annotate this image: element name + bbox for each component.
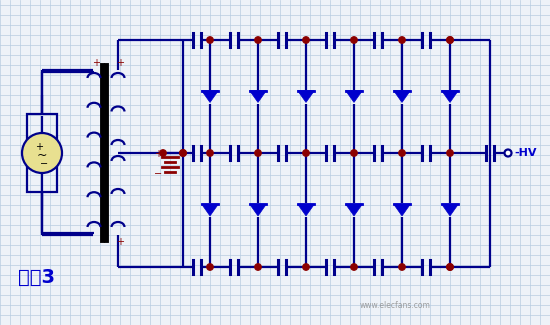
Polygon shape: [202, 204, 218, 216]
Circle shape: [399, 264, 405, 270]
Circle shape: [207, 37, 213, 43]
Text: −: −: [40, 159, 48, 169]
Polygon shape: [442, 204, 458, 216]
Circle shape: [447, 264, 453, 270]
Circle shape: [207, 264, 213, 270]
Circle shape: [399, 150, 405, 156]
Polygon shape: [250, 91, 266, 102]
Text: -HV: -HV: [514, 148, 536, 158]
Text: −: −: [154, 169, 162, 179]
Polygon shape: [202, 91, 218, 102]
Circle shape: [447, 37, 453, 43]
Text: +: +: [116, 58, 124, 68]
Polygon shape: [394, 91, 410, 102]
Circle shape: [180, 150, 186, 156]
Circle shape: [180, 150, 186, 156]
Circle shape: [504, 150, 512, 157]
Text: +: +: [35, 142, 43, 152]
Circle shape: [255, 264, 261, 270]
Circle shape: [303, 264, 309, 270]
Bar: [27, 114, 57, 192]
Text: ~: ~: [37, 149, 47, 162]
Circle shape: [351, 150, 357, 156]
Circle shape: [303, 37, 309, 43]
Text: +: +: [154, 149, 162, 159]
Text: +: +: [92, 58, 100, 68]
Polygon shape: [442, 91, 458, 102]
Circle shape: [303, 150, 309, 156]
Circle shape: [351, 264, 357, 270]
Circle shape: [207, 150, 213, 156]
Circle shape: [160, 150, 166, 156]
Circle shape: [255, 150, 261, 156]
Polygon shape: [250, 204, 266, 216]
Polygon shape: [345, 91, 362, 102]
Polygon shape: [298, 204, 315, 216]
Circle shape: [255, 37, 261, 43]
Circle shape: [22, 133, 62, 173]
Polygon shape: [394, 204, 410, 216]
Circle shape: [447, 150, 453, 156]
Circle shape: [447, 37, 453, 43]
Polygon shape: [298, 91, 315, 102]
Text: +: +: [116, 237, 124, 247]
Text: www.elecfans.com: www.elecfans.com: [360, 301, 431, 310]
Circle shape: [351, 37, 357, 43]
Text: 电路3: 电路3: [18, 268, 55, 287]
Circle shape: [399, 37, 405, 43]
Circle shape: [447, 264, 453, 270]
Polygon shape: [345, 204, 362, 216]
